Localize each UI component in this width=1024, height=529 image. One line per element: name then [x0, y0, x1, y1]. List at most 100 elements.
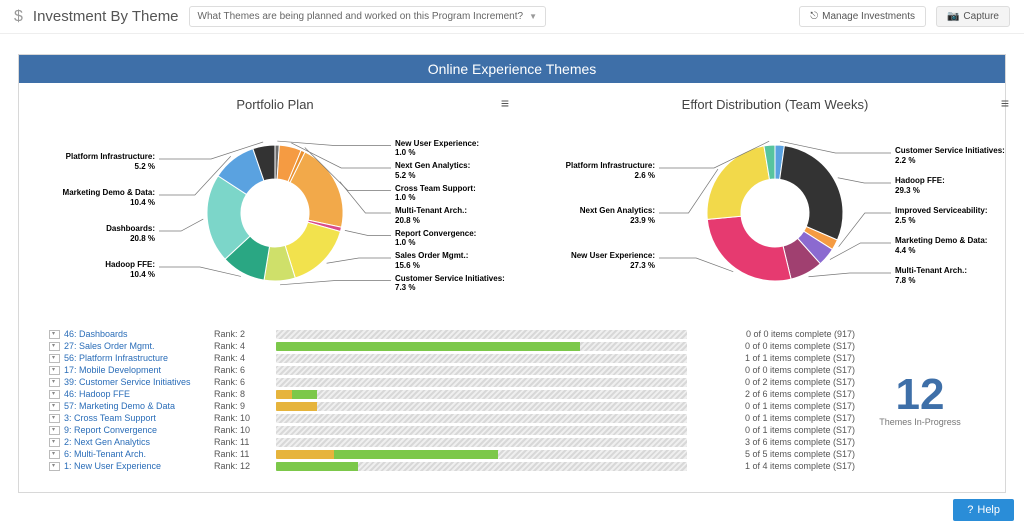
item-icon — [49, 366, 60, 375]
item-icon — [49, 378, 60, 387]
chart-slice-label: Next Gen Analytics:23.9 % — [580, 206, 655, 225]
effort-distribution-chart: ≡ Effort Distribution (Team Weeks) Platf… — [525, 93, 1024, 312]
completion-status: 3 of 6 items complete (S17) — [705, 436, 855, 448]
theme-id: 2: Next Gen Analytics — [64, 437, 150, 447]
theme-link[interactable]: 3: Cross Team Support — [49, 412, 204, 424]
theme-link[interactable]: 9: Report Convergence — [49, 424, 204, 436]
item-icon — [49, 450, 60, 459]
theme-rank: Rank: 11 — [214, 448, 266, 460]
completion-status: 0 of 1 items complete (S17) — [705, 400, 855, 412]
item-icon — [49, 402, 60, 411]
completion-status: 0 of 0 items complete (S17) — [705, 340, 855, 352]
page-title: Investment By Theme — [33, 8, 179, 25]
theme-id: 1: New User Experience — [64, 461, 161, 471]
theme-rank: Rank: 6 — [214, 364, 266, 376]
item-icon — [49, 462, 60, 471]
theme-rank: Rank: 12 — [214, 460, 266, 472]
theme-link[interactable]: 2: Next Gen Analytics — [49, 436, 204, 448]
theme-question-dropdown[interactable]: What Themes are being planned and worked… — [189, 6, 546, 27]
dropdown-label: What Themes are being planned and worked… — [198, 11, 524, 22]
chart-slice-label: Improved Serviceability:2.5 % — [895, 206, 987, 225]
theme-link[interactable]: 56: Platform Infrastructure — [49, 352, 204, 364]
camera-icon: 📷 — [947, 11, 959, 22]
completion-status: 0 of 2 items complete (S17) — [705, 376, 855, 388]
chevron-down-icon: ▼ — [529, 12, 537, 21]
progress-bar — [276, 388, 687, 400]
manage-investments-label: Manage Investments — [822, 11, 915, 22]
completion-status: 0 of 1 items complete (S17) — [705, 412, 855, 424]
theme-link[interactable]: 46: Dashboards — [49, 328, 204, 340]
item-icon — [49, 438, 60, 447]
theme-rank: Rank: 4 — [214, 340, 266, 352]
theme-link[interactable]: 39: Customer Service Initiatives — [49, 376, 204, 388]
manage-investments-button[interactable]: ⎋ Manage Investments — [799, 6, 926, 27]
chart-slice-label: Report Convergence:1.0 % — [395, 229, 476, 248]
theme-id: 46: Dashboards — [64, 329, 128, 339]
completion-status: 1 of 1 items complete (S17) — [705, 352, 855, 364]
item-icon — [49, 390, 60, 399]
themes-table: 46: Dashboards 27: Sales Order Mgmt. 56: P… — [19, 322, 1005, 492]
themes-count: 12 — [896, 373, 945, 417]
capture-button[interactable]: 📷 Capture — [936, 6, 1010, 27]
chart-slice-label: Platform Infrastructure:2.6 % — [566, 161, 655, 180]
progress-bar — [276, 460, 687, 472]
progress-bar — [276, 352, 687, 364]
theme-rank: Rank: 10 — [214, 424, 266, 436]
chart-slice-label: Sales Order Mgmt.:15.6 % — [395, 251, 468, 270]
completion-status: 0 of 1 items complete (S17) — [705, 424, 855, 436]
theme-link[interactable]: 46: Hadoop FFE — [49, 388, 204, 400]
theme-id: 27: Sales Order Mgmt. — [64, 341, 155, 351]
theme-id: 6: Multi-Tenant Arch. — [64, 449, 146, 459]
item-icon — [49, 342, 60, 351]
chart-slice-label: Multi-Tenant Arch.:20.8 % — [395, 206, 467, 225]
chart-slice-label: Customer Service Initiatives:2.2 % — [895, 146, 1005, 165]
chart-slice-label: Platform Infrastructure:5.2 % — [66, 152, 155, 171]
item-icon — [49, 354, 60, 363]
theme-link[interactable]: 57: Marketing Demo & Data — [49, 400, 204, 412]
item-icon — [49, 330, 60, 339]
completion-status: 5 of 5 items complete (S17) — [705, 448, 855, 460]
theme-id: 39: Customer Service Initiatives — [64, 377, 191, 387]
theme-id: 3: Cross Team Support — [64, 413, 156, 423]
chart-menu-icon[interactable]: ≡ — [1001, 95, 1009, 111]
completion-status: 2 of 6 items complete (S17) — [705, 388, 855, 400]
completion-status: 0 of 0 items complete (917) — [705, 328, 855, 340]
themes-panel: Online Experience Themes ≡ Portfolio Pla… — [18, 54, 1006, 493]
theme-id: 9: Report Convergence — [64, 425, 157, 435]
help-icon: ? — [967, 504, 973, 516]
theme-link[interactable]: 27: Sales Order Mgmt. — [49, 340, 204, 352]
theme-rank: Rank: 8 — [214, 388, 266, 400]
capture-label: Capture — [963, 11, 999, 22]
chart-menu-icon[interactable]: ≡ — [501, 95, 509, 111]
portfolio-plan-chart: ≡ Portfolio Plan Platform Infrastructure… — [25, 93, 525, 312]
effort-chart-title: Effort Distribution (Team Weeks) — [535, 97, 1015, 112]
theme-link[interactable]: 1: New User Experience — [49, 460, 204, 472]
theme-rank: Rank: 4 — [214, 352, 266, 364]
chart-slice-label: Marketing Demo & Data:10.4 % — [63, 188, 155, 207]
chart-slice-label: Customer Service Initiatives:7.3 % — [395, 274, 505, 293]
completion-status: 0 of 0 items complete (S17) — [705, 364, 855, 376]
portfolio-chart-title: Portfolio Plan — [35, 97, 515, 112]
summary-count-block: 12 Themes In-Progress — [865, 328, 975, 472]
progress-bar — [276, 376, 687, 388]
item-icon — [49, 414, 60, 423]
theme-id: 46: Hadoop FFE — [64, 389, 130, 399]
help-button[interactable]: ? Help — [953, 499, 1014, 521]
help-label: Help — [977, 504, 1000, 516]
theme-rank: Rank: 6 — [214, 376, 266, 388]
progress-bar — [276, 340, 687, 352]
theme-rank: Rank: 2 — [214, 328, 266, 340]
top-bar: $ Investment By Theme What Themes are be… — [0, 0, 1024, 34]
theme-link[interactable]: 6: Multi-Tenant Arch. — [49, 448, 204, 460]
chart-slice-label: New User Experience:27.3 % — [571, 251, 655, 270]
progress-bar — [276, 436, 687, 448]
theme-id: 56: Platform Infrastructure — [64, 353, 168, 363]
link-icon: ⎋ — [810, 11, 818, 22]
progress-bar — [276, 448, 687, 460]
chart-slice-label: Hadoop FFE:29.3 % — [895, 176, 945, 195]
progress-bar — [276, 328, 687, 340]
chart-slice-label: Hadoop FFE:10.4 % — [105, 260, 155, 279]
theme-rank: Rank: 9 — [214, 400, 266, 412]
theme-link[interactable]: 17: Mobile Development — [49, 364, 204, 376]
theme-rank: Rank: 11 — [214, 436, 266, 448]
